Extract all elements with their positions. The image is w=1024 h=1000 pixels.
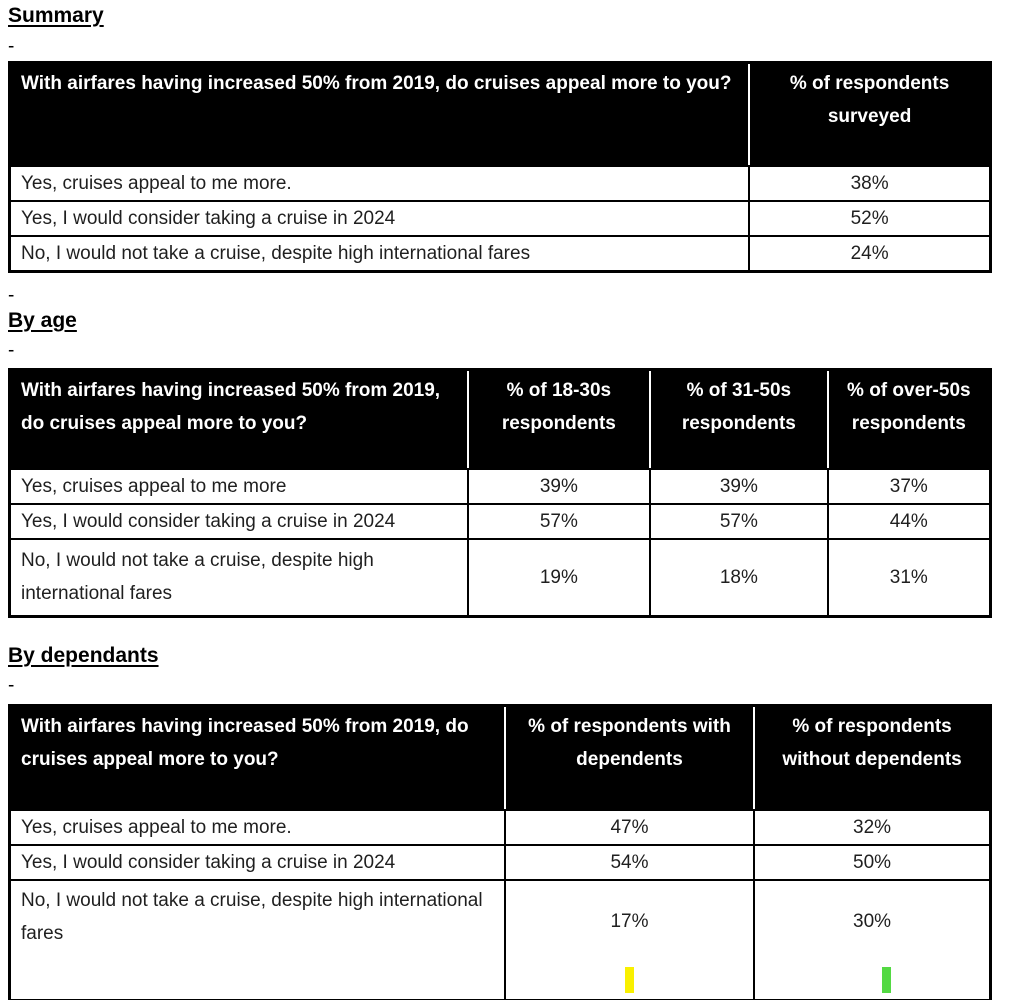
value-cell: 17% bbox=[503, 879, 756, 1000]
section-by-dependants: By dependants - With airfares having inc… bbox=[8, 642, 992, 1000]
value-cell: 52% bbox=[748, 199, 992, 237]
section-summary: Summary - With airfares having increased… bbox=[8, 2, 992, 305]
value-cell: 39% bbox=[466, 468, 652, 505]
column-header-cell: % of 18-30s respondents bbox=[466, 368, 652, 470]
value-text: 17% bbox=[610, 910, 649, 932]
summary-table: With airfares having increased 50% from … bbox=[8, 61, 992, 273]
column-header-cell: % of 31-50s respondents bbox=[649, 368, 829, 470]
answer-cell: Yes, I would consider taking a cruise in… bbox=[8, 199, 751, 237]
value-cell: 38% bbox=[748, 164, 992, 202]
value-cell: 37% bbox=[826, 468, 992, 505]
answer-cell: Yes, cruises appeal to me more bbox=[8, 468, 469, 505]
value-cell: 57% bbox=[466, 503, 652, 540]
value-cell: 31% bbox=[826, 538, 992, 617]
paragraph-dash: - bbox=[8, 36, 15, 57]
paragraph-dash: - bbox=[8, 674, 15, 696]
table-row: No, I would not take a cruise, despite h… bbox=[8, 538, 992, 617]
value-cell: 24% bbox=[748, 234, 992, 272]
collaborator-cursor-green bbox=[881, 966, 891, 993]
section-heading-by-age: By age bbox=[8, 308, 77, 332]
table-row: No, I would not take a cruise, despite h… bbox=[8, 879, 992, 1000]
table-header-row: With airfares having increased 50% from … bbox=[8, 368, 992, 470]
column-header-cell: % of respondents with dependents bbox=[503, 704, 756, 811]
collaborator-cursor-yellow bbox=[624, 966, 634, 993]
answer-cell: Yes, cruises appeal to me more. bbox=[8, 164, 751, 202]
question-header-cell: With airfares having increased 50% from … bbox=[8, 704, 506, 811]
answer-cell: No, I would not take a cruise, despite h… bbox=[8, 879, 506, 1000]
table-header-row: With airfares having increased 50% from … bbox=[8, 61, 992, 167]
value-cell: 50% bbox=[753, 844, 992, 881]
section-heading-summary: Summary bbox=[8, 4, 104, 27]
value-text: 30% bbox=[853, 910, 892, 932]
column-header-cell: % of respondents surveyed bbox=[748, 61, 992, 167]
value-cell: 19% bbox=[466, 538, 652, 617]
value-cell: 32% bbox=[753, 809, 992, 846]
column-header-cell: % of over-50s respondents bbox=[826, 368, 992, 470]
column-header-cell: % of respondents without dependents bbox=[753, 704, 992, 811]
section-heading-by-dependants: By dependants bbox=[8, 643, 159, 667]
value-cell: 44% bbox=[826, 503, 992, 540]
value-cell: 57% bbox=[649, 503, 829, 540]
by-dependants-table: With airfares having increased 50% from … bbox=[8, 703, 992, 1000]
value-cell: 30% bbox=[753, 879, 992, 1000]
table-row: Yes, cruises appeal to me more 39% 39% 3… bbox=[8, 468, 992, 505]
paragraph-dash: - bbox=[8, 339, 15, 361]
table-row: Yes, cruises appeal to me more. 38% bbox=[8, 164, 992, 202]
section-by-age: By age - With airfares having increased … bbox=[8, 307, 992, 618]
value-cell: 39% bbox=[649, 468, 829, 505]
paragraph-dash: - bbox=[8, 284, 15, 306]
value-cell: 18% bbox=[649, 538, 829, 617]
answer-cell: No, I would not take a cruise, despite h… bbox=[8, 538, 469, 617]
table-header-row: With airfares having increased 50% from … bbox=[8, 704, 992, 811]
answer-cell: Yes, I would consider taking a cruise in… bbox=[8, 844, 506, 881]
answer-cell: Yes, I would consider taking a cruise in… bbox=[8, 503, 469, 540]
table-row: Yes, cruises appeal to me more. 47% 32% bbox=[8, 809, 992, 846]
question-header-cell: With airfares having increased 50% from … bbox=[8, 61, 751, 167]
question-header-cell: With airfares having increased 50% from … bbox=[8, 368, 469, 470]
document-page: Summary - With airfares having increased… bbox=[8, 2, 992, 1000]
value-cell: 54% bbox=[503, 844, 756, 881]
by-age-table: With airfares having increased 50% from … bbox=[8, 367, 992, 618]
answer-cell: No, I would not take a cruise, despite h… bbox=[8, 234, 751, 272]
answer-cell: Yes, cruises appeal to me more. bbox=[8, 809, 506, 846]
value-cell: 47% bbox=[503, 809, 756, 846]
table-row: Yes, I would consider taking a cruise in… bbox=[8, 199, 992, 237]
table-row: Yes, I would consider taking a cruise in… bbox=[8, 503, 992, 540]
table-row: No, I would not take a cruise, despite h… bbox=[8, 234, 992, 272]
table-row: Yes, I would consider taking a cruise in… bbox=[8, 844, 992, 881]
